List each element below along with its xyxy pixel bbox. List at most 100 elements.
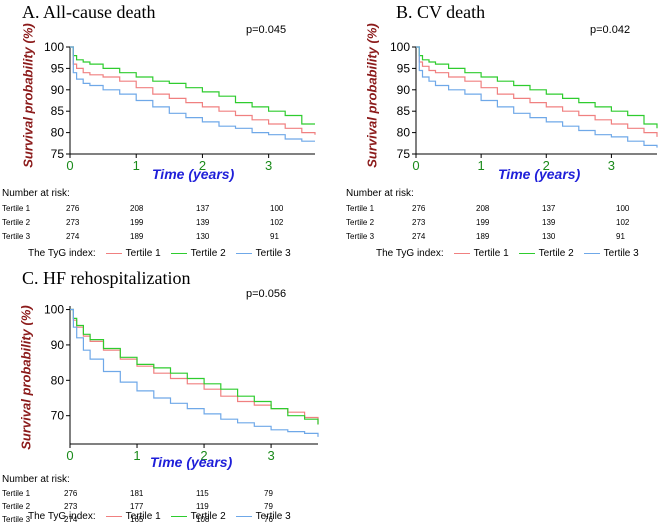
x-tick-label: 0 (66, 448, 73, 463)
risk-value: 130 (196, 232, 210, 241)
risk-value: 79 (264, 489, 273, 498)
x-axis-label: Time (years) (498, 166, 581, 182)
risk-label: Tertile 2 (2, 502, 31, 511)
risk-value: 276 (66, 204, 80, 213)
y-tick-label: 100 (44, 40, 64, 54)
series-line-tertile-1 (70, 308, 319, 425)
y-tick-label: 70 (51, 409, 65, 423)
risk-label: Tertile 1 (346, 204, 375, 213)
risk-value: 165 (130, 515, 144, 524)
legend-entry: Tertile 1 (125, 511, 161, 522)
series-line-tertile-2 (70, 46, 315, 125)
risk-value: 199 (130, 218, 144, 227)
y-tick-label: 95 (397, 61, 411, 75)
risk-value: 137 (542, 204, 556, 213)
y-tick-label: 80 (397, 126, 411, 140)
panel-hf-rehospitalization: C. HF rehospitalization p=0.056 Survival… (0, 266, 334, 524)
risk-value: 189 (130, 232, 144, 241)
risk-row-tertile-1: Tertile 1 276 208 137 100 (342, 204, 669, 216)
risk-row-tertile-2: Tertile 2 273 177 119 79 (0, 502, 334, 514)
risk-value: 130 (542, 232, 556, 241)
y-tick-label: 80 (51, 126, 65, 140)
risk-value: 115 (196, 489, 209, 498)
risk-row-tertile-1: Tertile 1 276 181 115 79 (0, 489, 334, 501)
y-tick-label: 80 (51, 373, 65, 387)
risk-value: 91 (270, 232, 279, 241)
risk-value: 137 (196, 204, 210, 213)
legend-entry: Tertile 3 (255, 511, 291, 522)
risk-row-tertile-3: Tertile 3 274 189 130 91 (0, 232, 334, 244)
risk-value: 273 (66, 218, 80, 227)
risk-value: 274 (66, 232, 80, 241)
risk-value: 102 (616, 218, 630, 227)
panel-all-cause-death: A. All-cause death p=0.045 Survival prob… (0, 0, 334, 262)
series-line-tertile-3 (70, 308, 319, 437)
risk-label: Tertile 1 (2, 489, 31, 498)
risk-row-tertile-3: Tertile 3 274 165 108 76 (0, 515, 334, 527)
risk-value: 273 (64, 502, 78, 511)
x-axis-label: Time (years) (152, 166, 235, 182)
risk-label: Tertile 3 (346, 232, 375, 241)
y-tick-label: 90 (397, 83, 411, 97)
legend-entry: Tertile 1 (473, 248, 509, 259)
series-line-tertile-2 (70, 308, 319, 425)
legend: The TyG index: Tertile 1 Tertile 2 Terti… (376, 248, 639, 259)
x-tick-label: 0 (66, 158, 73, 173)
x-tick-label: 2 (199, 158, 206, 173)
risk-value: 100 (270, 204, 284, 213)
risk-label: Tertile 3 (2, 232, 31, 241)
legend: The TyG index: Tertile 1 Tertile 2 Terti… (28, 248, 291, 259)
risk-value: 139 (196, 218, 210, 227)
risk-value: 181 (130, 489, 144, 498)
x-tick-label: 3 (608, 158, 615, 173)
survival-plot: 75 80 85 90 95 100 0 1 2 3 (390, 40, 658, 173)
risk-value: 177 (130, 502, 144, 511)
risk-row-tertile-2: Tertile 2 273 199 139 102 (342, 218, 669, 230)
risk-value: 208 (130, 204, 144, 213)
legend-swatch-tertile-3 (235, 253, 252, 254)
legend-swatch-tertile-3 (583, 253, 600, 254)
legend-swatch-tertile-2 (170, 516, 187, 517)
risk-value: 102 (270, 218, 284, 227)
x-tick-label: 2 (200, 448, 207, 463)
chart-title: B. CV death (396, 2, 486, 22)
series-line-tertile-2 (416, 46, 658, 129)
risk-label: Tertile 1 (2, 204, 31, 213)
legend-swatch-tertile-1 (105, 516, 122, 517)
panel-cv-death: B. CV death p=0.042 Survival probability… (342, 0, 669, 262)
legend-entry: Tertile 2 (190, 248, 226, 259)
risk-value: 139 (542, 218, 556, 227)
x-tick-label: 3 (267, 448, 274, 463)
risk-value: 276 (64, 489, 78, 498)
y-tick-label: 85 (397, 104, 411, 118)
risk-value: 108 (196, 515, 210, 524)
legend-swatch-tertile-2 (170, 253, 187, 254)
legend-title: The TyG index: (28, 248, 96, 259)
p-value: p=0.045 (246, 24, 287, 36)
y-tick-label: 85 (51, 104, 65, 118)
risk-value: 208 (476, 204, 490, 213)
x-tick-label: 2 (543, 158, 550, 173)
legend-swatch-tertile-3 (235, 516, 252, 517)
risk-value: 274 (412, 232, 426, 241)
risk-value: 119 (196, 502, 209, 511)
series-line-tertile-3 (70, 46, 315, 142)
legend-title: The TyG index: (28, 511, 96, 522)
series-line-tertile-3 (416, 46, 658, 148)
series-line-tertile-1 (70, 46, 316, 135)
risk-row-tertile-1: Tertile 1 276 208 137 100 (0, 204, 334, 216)
x-tick-label: 1 (478, 158, 485, 173)
risk-value: 199 (476, 218, 490, 227)
legend-hf: The TyG index: Tertile 1 Tertile 2 Terti… (28, 511, 291, 522)
x-tick-label: 1 (133, 448, 140, 463)
chart-title: C. HF rehospitalization (22, 268, 191, 288)
risk-value: 76 (264, 515, 273, 524)
legend-swatch-tertile-1 (453, 253, 470, 254)
risk-table-title: Number at risk: (2, 474, 70, 485)
risk-value: 274 (64, 515, 78, 524)
legend-title: The TyG index: (376, 248, 444, 259)
risk-row-tertile-3: Tertile 3 274 189 130 91 (342, 232, 669, 244)
risk-value: 91 (616, 232, 625, 241)
risk-table-title: Number at risk: (346, 188, 414, 199)
risk-value: 273 (412, 218, 426, 227)
